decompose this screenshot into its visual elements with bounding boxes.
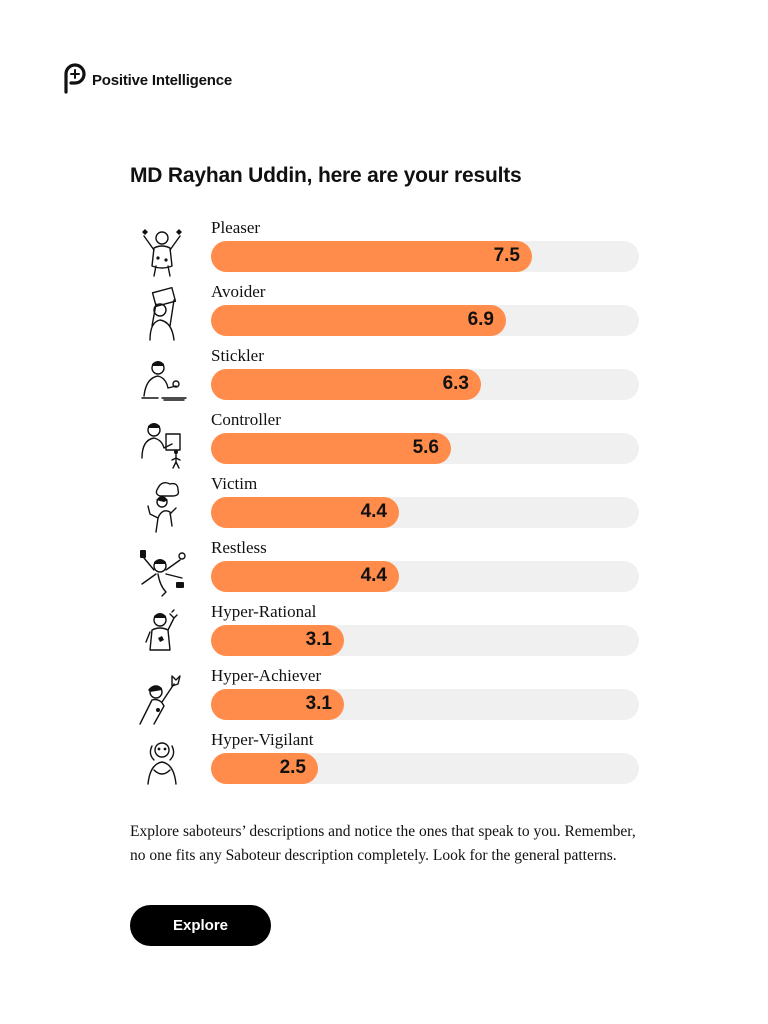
score-bar-track: 4.4: [211, 497, 639, 528]
page-title: MD Rayhan Uddin, here are your results: [130, 164, 522, 187]
score-value: 3.1: [305, 693, 332, 714]
brand-name: Positive Intelligence: [92, 71, 233, 89]
score-bar-track: 4.4: [211, 561, 639, 592]
score-bar-fill: 4.4: [211, 497, 399, 528]
score-bar-track: 5.6: [211, 433, 639, 464]
score-bar-fill: 5.6: [211, 433, 451, 464]
result-label: Hyper-Vigilant: [211, 730, 314, 749]
pi-logo-icon: [62, 62, 88, 99]
brand-logo[interactable]: Positive Intelligence: [62, 62, 233, 99]
result-row-stickler: Stickler 6.3: [130, 346, 650, 410]
result-row-avoider: Avoider 6.9: [130, 282, 650, 346]
explore-description: Explore saboteurs’ descriptions and noti…: [130, 823, 636, 864]
score-bar-fill: 2.5: [211, 753, 318, 784]
score-value: 3.1: [305, 629, 332, 650]
score-bar-track: 7.5: [211, 241, 639, 272]
result-row-hyper-achiever: Hyper-Achiever 3.1: [130, 666, 650, 730]
score-value: 4.4: [360, 565, 387, 586]
score-value: 5.6: [412, 437, 439, 458]
explore-button[interactable]: Explore: [130, 905, 271, 946]
pleaser-figure-icon: [136, 222, 188, 278]
score-bar-fill: 3.1: [211, 689, 344, 720]
restless-figure-icon: [136, 542, 188, 598]
score-value: 7.5: [493, 245, 520, 266]
score-value: 6.9: [467, 309, 494, 330]
avoider-figure-icon: [136, 286, 188, 342]
result-label: Restless: [211, 538, 267, 557]
score-value: 2.5: [279, 757, 306, 778]
score-bar-fill: 4.4: [211, 561, 399, 592]
controller-figure-icon: [136, 414, 188, 470]
result-label: Pleaser: [211, 218, 261, 237]
score-value: 4.4: [360, 501, 387, 522]
result-label: Hyper-Rational: [211, 602, 317, 621]
result-row-restless: Restless 4.4: [130, 538, 650, 602]
score-bar-track: 2.5: [211, 753, 639, 784]
result-row-victim: Victim 4.4: [130, 474, 650, 538]
score-bar-fill: 6.9: [211, 305, 506, 336]
score-bar-track: 3.1: [211, 625, 639, 656]
result-label: Stickler: [211, 346, 264, 365]
stickler-figure-icon: [136, 350, 188, 406]
result-label: Controller: [211, 410, 281, 429]
score-bar-track: 3.1: [211, 689, 639, 720]
score-bar-fill: 3.1: [211, 625, 344, 656]
result-label: Avoider: [211, 282, 266, 301]
score-bar-track: 6.3: [211, 369, 639, 400]
score-bar-fill: 7.5: [211, 241, 532, 272]
result-row-hyper-vigilant: Hyper-Vigilant 2.5: [130, 730, 650, 794]
result-row-controller: Controller 5.6: [130, 410, 650, 474]
result-label: Hyper-Achiever: [211, 666, 322, 685]
score-value: 6.3: [442, 373, 469, 394]
result-label: Victim: [211, 474, 258, 493]
score-bar-track: 6.9: [211, 305, 639, 336]
victim-figure-icon: [136, 478, 188, 534]
hyper-rational-figure-icon: [136, 606, 188, 662]
hyper-vigilant-figure-icon: [136, 734, 188, 790]
hyper-achiever-figure-icon: [136, 670, 188, 726]
result-row-hyper-rational: Hyper-Rational 3.1: [130, 602, 650, 666]
result-row-pleaser: Pleaser 7.5: [130, 218, 650, 282]
saboteur-results-list: Pleaser 7.5 Avoider 6.9: [130, 218, 650, 794]
score-bar-fill: 6.3: [211, 369, 481, 400]
